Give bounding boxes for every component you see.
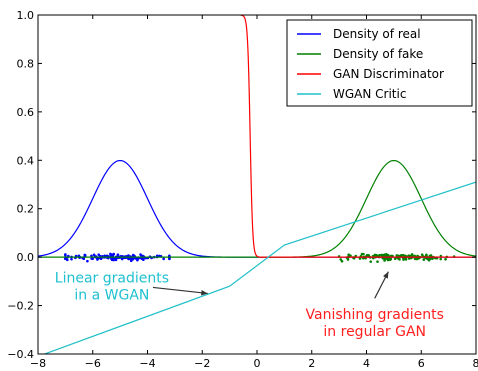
sample-point: [415, 257, 418, 261]
sample-point: [64, 253, 67, 257]
sample-point: [64, 257, 67, 261]
sample-point: [142, 258, 145, 261]
sample-point: [139, 253, 142, 256]
sample-point: [346, 258, 350, 261]
legend: Density of real Density of fake GAN Discri…: [286, 19, 473, 107]
x-tick-label: 0: [254, 357, 261, 370]
annotation-text: Linear gradients: [55, 271, 169, 287]
legend-label: GAN Discriminator: [333, 67, 444, 81]
series-line: [38, 159, 476, 258]
sample-point: [66, 258, 69, 262]
sample-point: [168, 257, 171, 261]
sample-point: [376, 260, 379, 263]
y-tick-label: 1.0: [17, 9, 35, 22]
y-tick-label: −0.2: [7, 300, 34, 313]
axis-ticks: −8 −6 −4 −2 0 2 4 6 8 −0.4 −0.2 0.0 0.2 0.4 0.6 0.8 1.0: [7, 9, 478, 370]
sample-point: [110, 258, 114, 262]
sample-point: [383, 253, 386, 256]
sample-point: [360, 252, 364, 256]
annotation-text: Vanishing gradients: [306, 307, 444, 323]
sample-point: [120, 257, 124, 261]
series-line: [38, 159, 476, 258]
sample-point: [444, 258, 447, 261]
sample-points: [64, 252, 456, 263]
sample-point: [349, 254, 352, 257]
legend-label: WGAN Critic: [333, 87, 406, 101]
y-tick-label: 0.8: [17, 57, 35, 70]
sample-point: [427, 258, 431, 262]
y-tick-label: 0.2: [17, 203, 35, 216]
y-tick-label: 0.4: [17, 154, 35, 167]
x-tick-label: −8: [30, 357, 46, 370]
sample-point: [420, 253, 424, 256]
sample-point: [82, 257, 86, 261]
sample-point: [116, 253, 120, 257]
legend-label: Density of real: [333, 27, 421, 41]
x-tick-label: 4: [363, 357, 370, 370]
x-tick-label: −4: [139, 357, 155, 370]
sample-point: [369, 260, 373, 263]
sample-point: [422, 258, 426, 261]
sample-point: [339, 258, 343, 261]
sample-point: [162, 257, 165, 261]
sample-point: [90, 254, 93, 258]
sample-point: [439, 257, 443, 261]
sample-point: [92, 253, 96, 257]
x-tick-label: −2: [194, 357, 210, 370]
annotation-text: in regular GAN: [323, 324, 426, 340]
sample-point: [358, 257, 362, 260]
sample-point: [86, 259, 89, 263]
sample-point: [70, 257, 73, 261]
sample-point: [398, 258, 401, 261]
annotation-arrowhead: [201, 290, 208, 296]
sample-point: [340, 259, 344, 263]
sample-point: [113, 257, 116, 261]
sample-point: [425, 253, 428, 257]
sample-point: [386, 257, 390, 261]
sample-point: [136, 258, 139, 262]
sample-point: [131, 253, 135, 257]
legend-label: Density of fake: [333, 47, 423, 61]
sample-point: [388, 258, 392, 262]
annotation-arrow: [152, 286, 208, 295]
sample-point: [383, 259, 386, 262]
sample-point: [402, 258, 405, 261]
sample-point: [380, 253, 384, 257]
sample-point: [110, 253, 114, 257]
sample-point: [410, 254, 413, 258]
sample-point: [373, 253, 377, 257]
y-tick-label: 0.0: [17, 251, 35, 264]
plot-series: [38, 15, 476, 354]
x-tick-label: 8: [473, 357, 478, 370]
x-tick-label: −6: [85, 357, 101, 370]
x-tick-label: 2: [308, 357, 315, 370]
y-tick-label: −0.4: [7, 348, 34, 361]
annotation-arrowhead: [383, 271, 389, 279]
sample-point: [97, 253, 100, 256]
x-tick-label: 6: [418, 357, 425, 370]
annotation-text: in a WGAN: [74, 288, 149, 304]
series-line: [240, 15, 476, 258]
y-tick-label: 0.6: [17, 106, 35, 119]
sample-point: [407, 257, 411, 260]
series-line: [42, 181, 476, 354]
sample-point: [90, 257, 93, 260]
